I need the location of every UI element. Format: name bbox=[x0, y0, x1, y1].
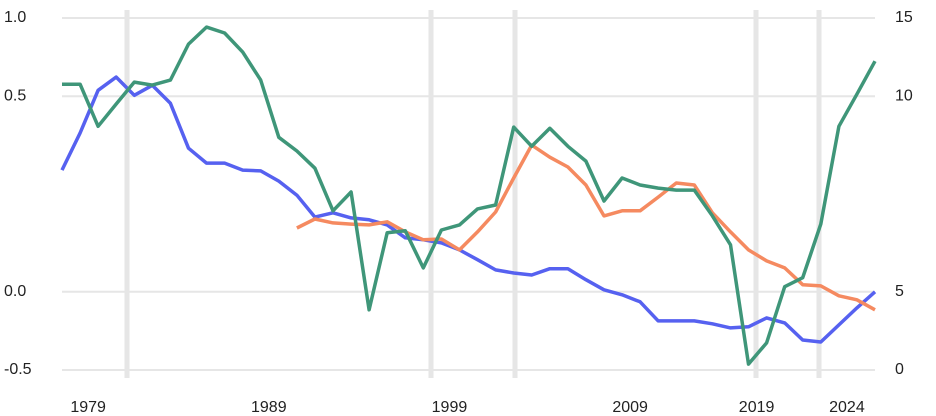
event-bar bbox=[512, 10, 518, 378]
y2-tick-label: 5 bbox=[895, 283, 904, 300]
event-bars bbox=[124, 10, 822, 378]
series-line bbox=[62, 25, 877, 366]
y-tick-label: 1.0 bbox=[4, 9, 26, 26]
y2-tick-label: 10 bbox=[895, 87, 913, 104]
x-tick-label: 1989 bbox=[251, 399, 287, 416]
series-line bbox=[60, 75, 877, 344]
event-bar bbox=[428, 10, 434, 378]
event-bar bbox=[753, 10, 759, 378]
x-tick-label: 2024 bbox=[829, 399, 865, 416]
y-tick-label: -0.5 bbox=[4, 361, 32, 378]
x-tick-label: 2009 bbox=[612, 399, 648, 416]
y-tick-label: 0.0 bbox=[4, 283, 26, 300]
event-bar bbox=[816, 10, 822, 378]
y2-tick-label: 15 bbox=[895, 9, 913, 26]
x-tick-label: 1999 bbox=[432, 399, 468, 416]
x-tick-label: 1979 bbox=[70, 399, 106, 416]
series-line bbox=[296, 143, 876, 312]
y-tick-label: 0.5 bbox=[4, 87, 26, 104]
event-bar bbox=[124, 10, 130, 378]
y2-tick-label: 0 bbox=[895, 361, 904, 378]
x-tick-label: 2019 bbox=[739, 399, 775, 416]
